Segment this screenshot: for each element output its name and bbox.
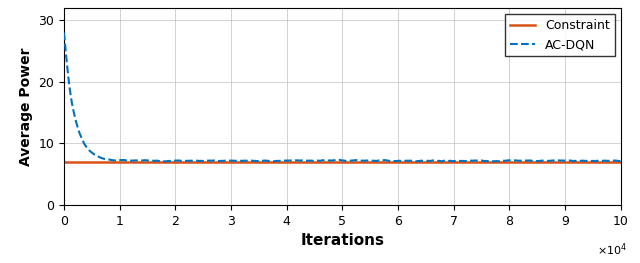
Y-axis label: Average Power: Average Power	[19, 47, 33, 166]
AC-DQN	[362, 159, 369, 162]
Constraint	[60, 160, 68, 164]
AC-DQN	[518, 159, 525, 162]
AC-DQN	[60, 31, 68, 34]
AC-DQN	[328, 159, 335, 162]
Constraint	[60, 160, 68, 164]
Line: AC-DQN: AC-DQN	[64, 33, 621, 161]
AC-DQN	[605, 159, 612, 163]
AC-DQN	[486, 160, 494, 163]
AC-DQN	[617, 159, 625, 163]
AC-DQN	[392, 159, 399, 163]
AC-DQN	[324, 159, 332, 162]
X-axis label: Iterations: Iterations	[300, 234, 385, 249]
Legend: Constraint, AC-DQN: Constraint, AC-DQN	[505, 14, 614, 56]
Text: $\times10^4$: $\times10^4$	[597, 241, 627, 258]
